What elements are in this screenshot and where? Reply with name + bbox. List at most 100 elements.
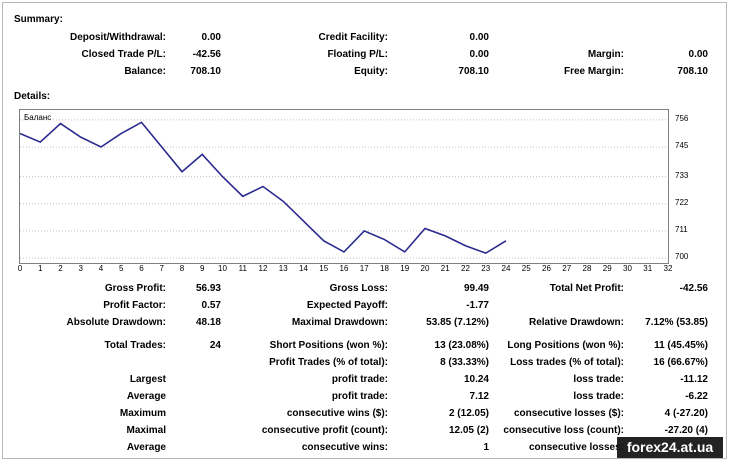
chart-title: Баланс [24,113,52,122]
balance-value: 708.10 [190,66,221,77]
details-heading: Details: [14,91,51,102]
total-net-profit-value: -42.56 [679,283,708,294]
y-tick-label: 745 [675,141,689,151]
y-tick-label: 722 [675,197,689,207]
relative-drawdown-value: 7.12% (53.85) [645,317,708,328]
free-margin-value: 708.10 [677,66,708,77]
y-tick-label: 700 [675,252,689,262]
average-loss-label: loss trade: [573,391,624,402]
x-tick-label: 25 [521,264,531,273]
average-label: Average [126,391,166,402]
x-tick-label: 18 [380,264,389,273]
floating-label: Floating P/L: [327,49,388,60]
x-tick-label: 26 [542,264,551,273]
deposit-label: Deposit/Withdrawal: [69,32,166,43]
x-tick-label: 14 [299,264,308,273]
x-tick-label: 23 [481,264,491,273]
deposit-value: 0.00 [201,32,221,43]
x-tick-label: 13 [278,264,288,273]
equity-value: 708.10 [458,66,489,77]
gross-loss-value: 99.49 [463,283,489,294]
x-tick-label: 30 [623,264,632,273]
maximal-cons-loss-label: consecutive loss (count): [503,425,624,436]
maximum-label: Maximum [119,408,166,419]
average-loss-value: -6.22 [685,391,708,402]
x-tick-label: 3 [78,264,83,273]
loss-trades-value: 16 (66.67%) [653,357,708,368]
y-tick-label: 711 [675,224,688,234]
avg-cons-wins-value: 1 [483,442,489,453]
max-cons-losses-value: 4 (-27.20) [664,408,708,419]
y-tick-label: 733 [675,170,689,180]
long-positions-label: Long Positions (won %): [507,340,624,351]
closed-pl-label: Closed Trade P/L: [81,49,166,60]
free-margin-label: Free Margin: [563,66,624,77]
x-tick-label: 29 [602,264,612,273]
short-positions-label: Short Positions (won %): [269,340,388,351]
largest-profit-label: profit trade: [331,374,388,385]
total-net-profit-label: Total Net Profit: [549,283,624,294]
profit-factor-value: 0.57 [201,300,221,311]
x-tick-label: 2 [58,264,63,273]
expected-payoff-value: -1.77 [466,300,489,311]
balance-label: Balance: [124,66,166,77]
x-tick-label: 19 [400,264,410,273]
balance-line [19,121,507,255]
max-cons-wins-value: 2 (12.05) [448,408,489,419]
short-positions-value: 13 (23.08%) [434,340,489,351]
expected-payoff-label: Expected Payoff: [306,300,388,311]
balance-chart: Баланс [19,109,669,264]
x-tick-label: 20 [420,264,430,273]
summary-heading: Summary: [14,14,63,25]
x-tick-label: 22 [461,264,470,273]
x-tick-label: 5 [119,264,124,273]
maximal-drawdown-label: Maximal Drawdown: [291,317,388,328]
margin-label: Margin: [587,49,624,60]
x-tick-label: 4 [98,264,104,273]
avg-cons-wins-label: consecutive wins: [301,442,388,453]
total-trades-value: 24 [209,340,221,351]
x-tick-label: 28 [582,264,592,273]
floating-value: 0.00 [469,49,489,60]
x-tick-label: 16 [339,264,349,273]
largest-loss-label: loss trade: [573,374,624,385]
x-tick-label: 17 [359,264,369,273]
x-tick-label: 11 [238,264,247,273]
maximal-cons-loss-value: -27.20 (4) [664,425,708,436]
x-tick-label: 32 [663,264,673,273]
x-tick-label: 27 [562,264,572,273]
x-tick-label: 15 [319,264,329,273]
credit-label: Credit Facility: [318,32,388,43]
maximal-drawdown-value: 53.85 (7.12%) [426,317,489,328]
x-tick-label: 9 [200,264,205,273]
relative-drawdown-label: Relative Drawdown: [528,317,624,328]
profit-trades-value: 8 (33.33%) [440,357,489,368]
total-trades-label: Total Trades: [104,340,167,351]
max-cons-losses-label: consecutive losses ($): [513,408,624,419]
x-tick-label: 10 [218,264,227,273]
average-profit-value: 7.12 [469,391,489,402]
average-consecutive-label: Average [126,442,166,453]
gross-profit-label: Gross Profit: [104,283,166,294]
average-profit-label: profit trade: [331,391,388,402]
largest-loss-value: -11.12 [680,374,708,385]
x-tick-label: 12 [258,264,268,273]
maximal-cons-profit-value: 12.05 (2) [448,425,489,436]
x-tick-label: 0 [17,264,23,273]
maximal-label: Maximal [126,425,166,436]
x-tick-label: 21 [440,264,450,273]
x-tick-label: 31 [643,264,653,273]
long-positions-value: 11 (45.45%) [654,340,708,351]
gross-profit-value: 56.93 [195,283,221,294]
avg-cons-losses-label: consecutive losses: [528,442,624,453]
closed-pl-value: -42.56 [192,49,221,60]
margin-value: 0.00 [688,49,708,60]
x-tick-label: 24 [501,264,511,273]
largest-profit-value: 10.24 [463,374,489,385]
credit-value: 0.00 [469,32,489,43]
x-tick-label: 1 [38,264,43,273]
y-tick-label: 756 [675,113,689,123]
profit-factor-label: Profit Factor: [103,300,166,311]
absolute-drawdown-value: 48.18 [195,317,221,328]
maximal-cons-profit-label: consecutive profit (count): [261,425,388,436]
